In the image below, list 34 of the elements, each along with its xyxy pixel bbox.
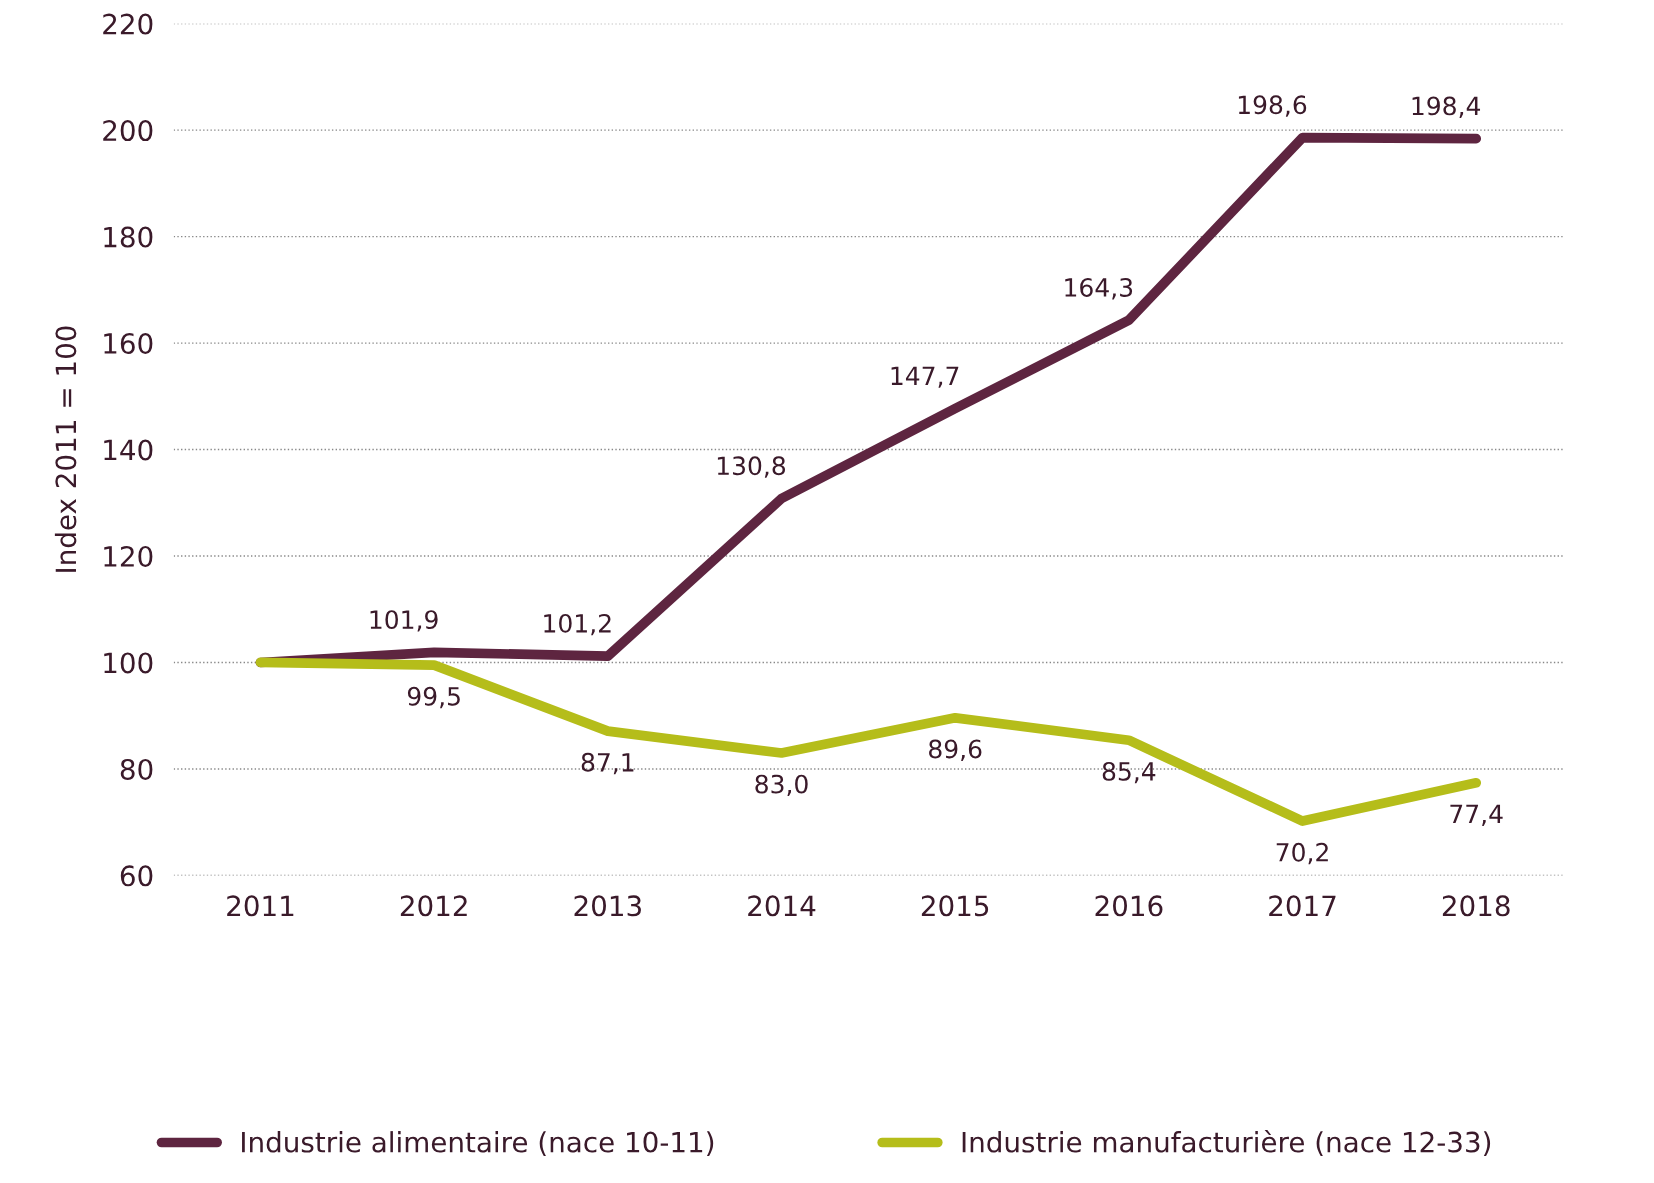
y-tick-label: 100 [104, 652, 153, 674]
data-label: 164,3 [1065, 277, 1133, 300]
x-tick-label: 2012 [400, 895, 467, 917]
data-label: 101,2 [544, 613, 611, 636]
legend-label: Industrie manufacturière (nace 12-33) [962, 1130, 1491, 1156]
x-tick-label: 2018 [1442, 895, 1510, 917]
y-tick-label: 80 [120, 758, 153, 780]
data-label: 99,5 [407, 686, 460, 709]
legend-label: Industrie alimentaire (nace 10-11) [242, 1131, 714, 1156]
y-tick-label: 160 [104, 333, 153, 355]
data-label: 70,2 [1276, 842, 1328, 865]
data-label: 147,7 [891, 366, 959, 388]
data-label: 77,4 [1450, 804, 1503, 826]
data-label: 83,0 [755, 774, 808, 797]
x-tick-label: 2011 [227, 895, 294, 917]
data-label: 198,4 [1412, 96, 1481, 118]
x-tick-label: 2017 [1269, 895, 1336, 917]
data-label: 101,9 [370, 610, 438, 632]
data-label: 130,8 [717, 456, 786, 478]
data-label: 89,6 [929, 739, 982, 761]
x-tick-label: 2015 [921, 895, 989, 917]
y-tick-label: 180 [104, 226, 153, 248]
x-tick-label: 2013 [574, 895, 641, 917]
data-label: 85,4 [1102, 761, 1156, 784]
data-label: 198,6 [1238, 95, 1307, 117]
x-tick-label: 2014 [748, 895, 816, 917]
y-tick-label: 220 [103, 13, 153, 35]
x-tick-label: 2016 [1095, 895, 1163, 917]
y-axis-title: Index 2011 = 100 [54, 326, 77, 572]
y-tick-label: 60 [120, 865, 153, 887]
y-tick-label: 140 [104, 439, 153, 461]
data-label: 87,1 [581, 752, 634, 775]
y-tick-label: 120 [104, 545, 153, 567]
y-tick-label: 200 [103, 120, 153, 142]
